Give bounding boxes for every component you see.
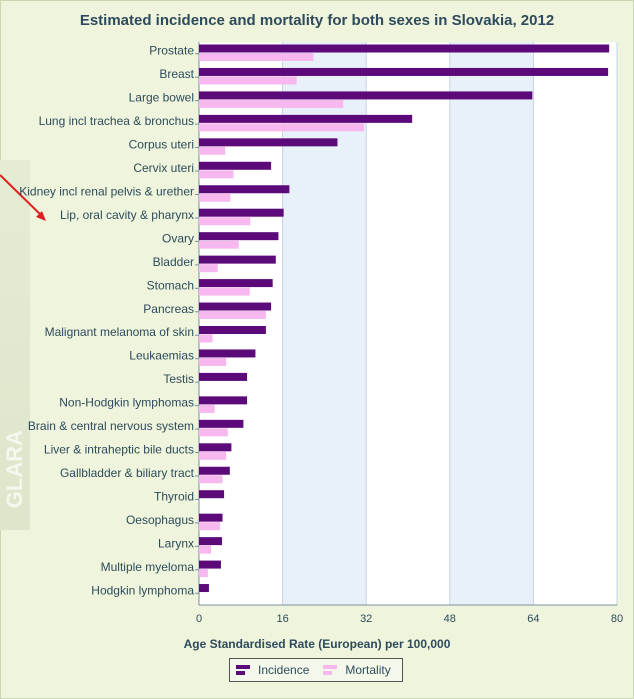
category-label: Non-Hodgkin lymphomas	[59, 396, 194, 410]
chart-title: Estimated incidence and mortality for bo…	[79, 12, 555, 29]
bar-incidence	[199, 490, 225, 499]
bar-incidence	[199, 584, 209, 593]
category-label: Thyroid	[154, 489, 194, 503]
category-label: Corpus uteri	[129, 138, 194, 152]
category-label: Leukaemias	[129, 349, 194, 363]
bar-incidence	[199, 91, 533, 100]
side-watermark-strip: GLARA	[0, 160, 30, 530]
category-label: Testis	[163, 372, 194, 386]
bar-mortality	[199, 264, 218, 273]
bar-mortality	[199, 569, 208, 578]
legend-item-incidence[interactable]: Incidence	[236, 663, 309, 677]
category-label: Ovary	[162, 231, 194, 245]
category-label: Cervix uteri	[133, 161, 194, 175]
category-label: Larynx	[158, 536, 194, 550]
bar-incidence	[199, 279, 273, 288]
bar-incidence	[199, 114, 413, 123]
bar-mortality	[199, 287, 250, 296]
x-tick-label: 0	[196, 613, 202, 625]
category-label: Prostate	[149, 44, 194, 58]
bar-mortality	[199, 146, 226, 155]
bar-incidence	[199, 396, 248, 405]
bar-mortality	[199, 545, 212, 554]
grid-band	[282, 42, 367, 605]
category-label: Gallbladder & biliary tract	[60, 466, 195, 480]
category-label: Oesophagus	[126, 513, 194, 527]
category-label: Hodgkin lymphoma	[91, 583, 194, 597]
bar-mortality	[199, 99, 344, 108]
bar-incidence	[199, 419, 244, 428]
bar-mortality	[199, 451, 227, 460]
bar-incidence	[199, 513, 223, 522]
bar-mortality	[199, 240, 239, 249]
legend-item-mortality[interactable]: Mortality	[323, 663, 391, 677]
plot-area	[199, 42, 617, 605]
bar-mortality	[199, 170, 234, 179]
bar-mortality	[199, 217, 251, 226]
bar-incidence	[199, 161, 272, 170]
bar-mortality	[199, 311, 266, 320]
bar-mortality	[199, 334, 213, 343]
bar-incidence	[199, 232, 279, 241]
category-label: Large bowel	[129, 91, 194, 105]
bar-incidence	[199, 138, 338, 147]
category-label: Pancreas	[143, 302, 194, 316]
bar-incidence	[199, 560, 221, 569]
bar-incidence	[199, 67, 609, 76]
category-label: Stomach	[147, 278, 194, 292]
bar-mortality	[199, 404, 215, 413]
bar-mortality	[199, 53, 314, 61]
category-label: Liver & intraheptic bile ducts	[44, 443, 194, 457]
legend: Incidence Mortality	[229, 658, 403, 682]
x-tick-label: 32	[360, 613, 372, 625]
incidence-swatch-icon	[236, 664, 250, 676]
bar-incidence	[199, 255, 276, 264]
bar-mortality	[199, 123, 365, 132]
x-tick-label: 16	[276, 613, 288, 625]
bar-mortality	[199, 193, 231, 202]
bar-incidence	[199, 466, 230, 475]
legend-label-mortality: Mortality	[345, 663, 391, 677]
category-label: Malignant melanoma of skin	[45, 325, 194, 339]
x-tick-label: 64	[527, 613, 539, 625]
bar-mortality	[199, 357, 227, 366]
grid-band	[449, 42, 534, 605]
bar-incidence	[199, 185, 290, 194]
bar-mortality	[199, 428, 228, 437]
x-tick-label: 48	[444, 613, 456, 625]
category-label: Brain & central nervous system	[28, 419, 194, 433]
bar-incidence	[199, 372, 248, 381]
category-label: Breast	[159, 67, 194, 81]
bar-mortality	[199, 475, 223, 484]
bar-chart: 0 16 32 48 64 80 Prostate Breast Large bowel Lung…	[19, 42, 623, 625]
bar-mortality	[199, 522, 220, 531]
category-label: Multiple myeloma	[101, 560, 195, 574]
bar-incidence	[199, 537, 222, 546]
category-label: Bladder	[153, 255, 194, 269]
mortality-swatch-icon	[323, 664, 338, 676]
x-tick-label: 80	[611, 613, 623, 625]
category-label: Kidney incl renal pelvis & urether	[19, 184, 194, 198]
category-label: Lung incl trachea & bronchus	[39, 114, 194, 128]
arrow-icon	[0, 174, 46, 221]
bar-incidence	[199, 208, 284, 217]
bar-mortality	[199, 76, 297, 85]
bar-incidence	[199, 443, 232, 452]
bar-incidence	[199, 349, 256, 358]
x-axis-label: Age Standardised Rate (European) per 100…	[183, 637, 451, 651]
bar-incidence	[199, 302, 272, 311]
bar-incidence	[199, 326, 266, 334]
category-label: Lip, oral cavity & pharynx	[60, 208, 194, 222]
legend-label-incidence: Incidence	[258, 663, 310, 677]
bar-incidence	[199, 44, 610, 53]
